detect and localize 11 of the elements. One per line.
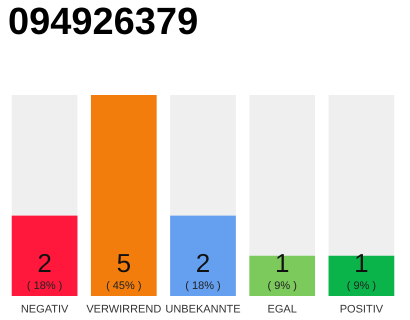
data-label: 5 ( 45% ) bbox=[106, 248, 142, 292]
x-tick-label: NEGATIV bbox=[20, 304, 69, 316]
data-label: 2 ( 18% ) bbox=[185, 248, 221, 292]
data-label: 1 ( 9% ) bbox=[346, 248, 376, 292]
x-tick-label: VERWIRREND bbox=[86, 304, 162, 316]
data-label: 1 ( 9% ) bbox=[268, 248, 297, 292]
data-label: 2 ( 18% ) bbox=[26, 248, 62, 292]
x-tick-label: EGAL bbox=[268, 304, 297, 316]
x-tick-label: POSITIV bbox=[340, 304, 384, 316]
chart-title: 094926379 bbox=[8, 1, 198, 43]
x-tick-label: UNBEKANNTE bbox=[165, 304, 241, 316]
